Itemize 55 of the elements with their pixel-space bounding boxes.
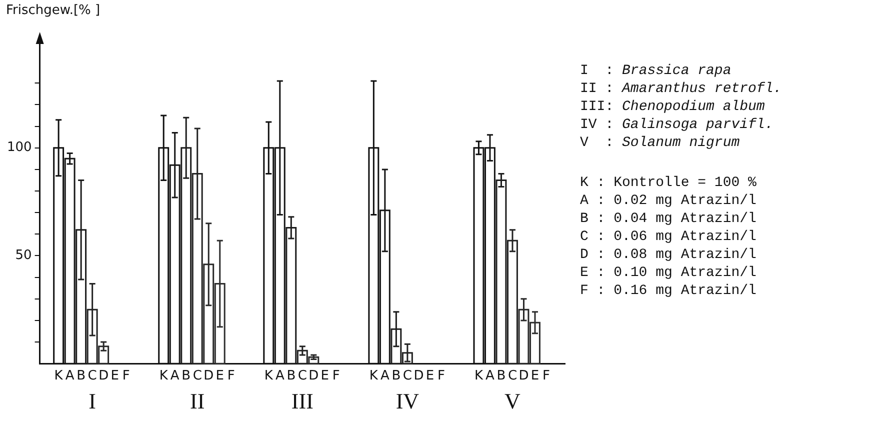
x-tick-label: II bbox=[190, 388, 205, 414]
y-tick-label: 100 bbox=[6, 140, 32, 156]
text: C bbox=[298, 368, 307, 384]
text: B bbox=[392, 368, 401, 384]
series-label: B bbox=[76, 368, 86, 384]
text: D bbox=[308, 368, 319, 384]
x-tick-label: IV bbox=[396, 388, 420, 414]
x-tick-label: I bbox=[88, 388, 96, 414]
text: K bbox=[159, 368, 168, 384]
text: F bbox=[122, 368, 130, 384]
text: F bbox=[542, 368, 550, 384]
text: F bbox=[437, 368, 445, 384]
text: D bbox=[414, 368, 424, 384]
series-label: D bbox=[98, 368, 109, 384]
x-tick-label: III bbox=[291, 388, 314, 414]
text: I : Brassica rapa bbox=[580, 62, 732, 80]
text: C bbox=[508, 368, 518, 384]
text: B : 0.04 mg Atrazin/l bbox=[580, 210, 758, 228]
text: A bbox=[380, 368, 390, 384]
x-tick-label: V bbox=[504, 388, 521, 414]
text: K bbox=[474, 368, 483, 384]
text: E bbox=[530, 368, 540, 384]
text: E bbox=[426, 368, 434, 384]
text: C bbox=[402, 368, 412, 384]
series-label: C bbox=[88, 368, 97, 384]
text: A : 0.02 mg Atrazin/l bbox=[580, 192, 758, 210]
text: E bbox=[110, 368, 119, 384]
text: B bbox=[496, 368, 506, 384]
text: IV : Galinsoga parvifl. bbox=[580, 116, 774, 134]
text: D : 0.08 mg Atrazin/l bbox=[580, 246, 758, 264]
series-label: E bbox=[216, 368, 224, 384]
text: K bbox=[264, 368, 273, 384]
series-label: K bbox=[54, 368, 64, 384]
series-label: A bbox=[65, 368, 74, 384]
text: K : Kontrolle = 100 % bbox=[580, 174, 758, 192]
y-tick-label: 50 bbox=[15, 248, 32, 264]
text: V : Solanum nigrum bbox=[580, 134, 741, 152]
text: B bbox=[182, 368, 191, 384]
text: E : 0.10 mg Atrazin/l bbox=[580, 264, 758, 282]
text: A bbox=[170, 368, 180, 384]
text: B bbox=[286, 368, 296, 384]
text: D bbox=[204, 368, 214, 384]
text: II : Amaranthus retrofl. bbox=[580, 80, 782, 98]
text: III: Chenopodium album bbox=[580, 98, 766, 116]
text: C bbox=[192, 368, 202, 384]
text: E bbox=[320, 368, 330, 384]
text: A bbox=[275, 368, 284, 384]
text: F bbox=[227, 368, 235, 384]
text: F : 0.16 mg Atrazin/l bbox=[580, 282, 758, 300]
text: C : 0.06 mg Atrazin/l bbox=[580, 228, 758, 246]
y-axis-title: Frischgew.[% ] bbox=[6, 2, 100, 18]
text: F bbox=[332, 368, 340, 384]
text: K bbox=[369, 368, 378, 384]
text: A bbox=[486, 368, 494, 384]
text: D bbox=[518, 368, 529, 384]
